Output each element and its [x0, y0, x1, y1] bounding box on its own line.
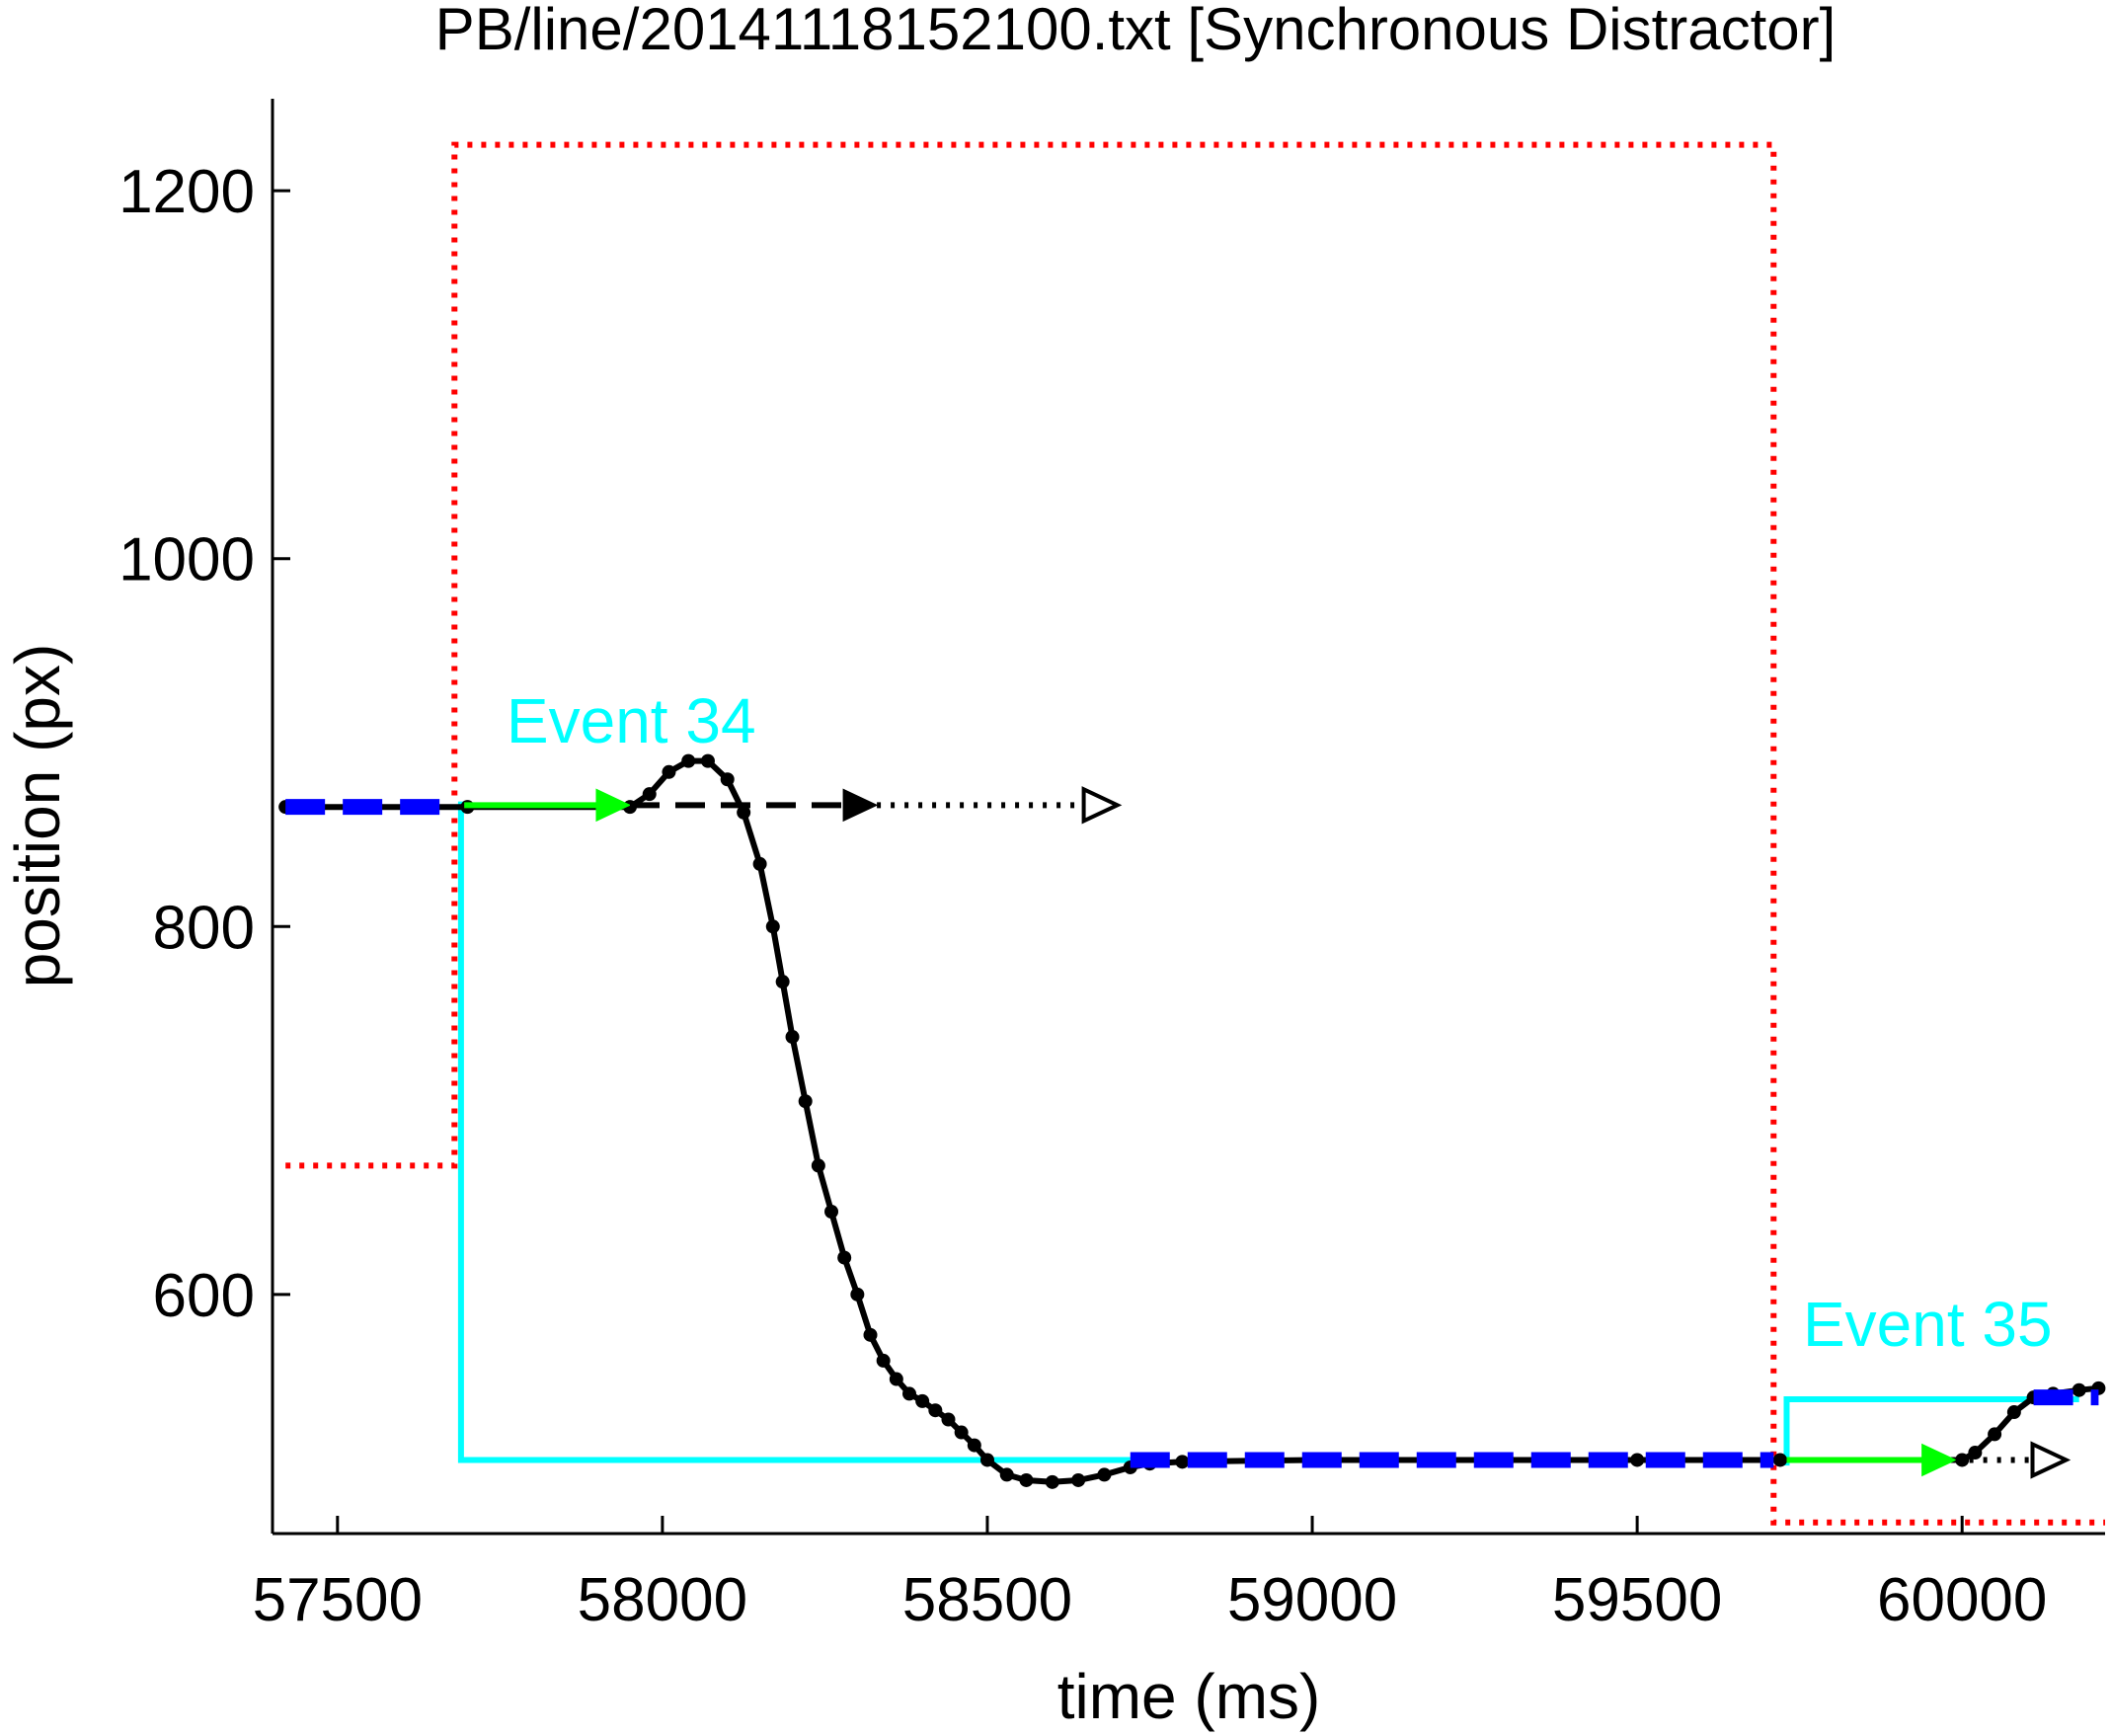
trajectory-point	[775, 975, 790, 989]
x-tick-label: 58000	[578, 1566, 747, 1634]
target-line	[457, 801, 1131, 1463]
dotted-extrapolation-arrow-head	[1081, 786, 1123, 825]
trajectory-point	[2006, 1405, 2021, 1420]
x-tick-label: 57500	[253, 1566, 423, 1634]
y-tick-label: 1200	[118, 158, 255, 226]
y-ticks: 600 800 1000 1200	[118, 158, 290, 1330]
trajectory-point	[889, 1372, 903, 1386]
trajectory-point	[700, 753, 715, 768]
distractor-window-layer	[285, 141, 2105, 1526]
trajectory-point	[979, 1453, 994, 1467]
trajectory-point	[752, 856, 767, 871]
trajectory-point	[1175, 1455, 1190, 1469]
chart-title: PB/line/20141118152100.txt [Synchronous …	[435, 0, 1837, 62]
x-tick-label: 60000	[1877, 1566, 2047, 1634]
dashed-extrapolation-arrow-head	[842, 788, 879, 823]
dotted-extrapolation-arrow-head	[2030, 1441, 2072, 1479]
y-axis-title: position (px)	[2, 644, 73, 988]
trajectory-point	[2072, 1382, 2086, 1397]
distractor-window-line	[285, 141, 2105, 1526]
x-tick-label: 59000	[1227, 1566, 1397, 1634]
trajectory-point	[1988, 1427, 2002, 1442]
trajectory-point	[837, 1250, 852, 1265]
annotations: Event 34 Event 35	[507, 685, 2053, 1360]
trajectory-point	[863, 1327, 878, 1342]
x-ticks: 57500 58000 58500 59000 59500 60000	[253, 1516, 2047, 1634]
trajectory-point	[1955, 1453, 1970, 1467]
trajectory-point	[954, 1425, 969, 1440]
event-label: Event 35	[1803, 1289, 2053, 1360]
prediction-layer	[464, 786, 2072, 1479]
trajectory-point	[999, 1467, 1014, 1482]
trajectory-layer	[278, 753, 2106, 1489]
trajectory-point	[941, 1412, 956, 1427]
x-axis-title: time (ms)	[1057, 1661, 1321, 1732]
trajectory-point	[1071, 1472, 1086, 1487]
x-tick-label: 58500	[902, 1566, 1072, 1634]
fixation-layer	[285, 799, 2099, 1468]
trajectory-point	[1019, 1472, 1034, 1487]
plot-area	[278, 141, 2106, 1526]
trajectory-point	[928, 1403, 943, 1418]
trajectory-point	[1630, 1453, 1645, 1467]
trajectory-point	[824, 1205, 839, 1220]
trajectory-point	[1772, 1453, 1787, 1467]
trajectory-point	[915, 1393, 930, 1408]
trajectory-point	[811, 1158, 825, 1173]
target-line	[1783, 1396, 2079, 1466]
trajectory-point	[876, 1353, 891, 1368]
trajectory-point	[662, 764, 676, 779]
axes: 57500 58000 58500 59000 59500 60000 600 800 100…	[118, 99, 2105, 1634]
y-tick-label: 600	[153, 1262, 255, 1330]
trajectory-point	[765, 919, 780, 934]
trajectory-point	[1097, 1467, 1112, 1482]
trajectory-point	[1968, 1446, 1983, 1460]
y-tick-label: 800	[153, 894, 255, 962]
trajectory-point	[737, 805, 751, 820]
event-label: Event 34	[507, 685, 756, 756]
trajectory-point	[681, 753, 696, 768]
trajectory-point	[901, 1386, 916, 1401]
trajectory-point	[720, 772, 735, 787]
trajectory-point	[850, 1287, 865, 1302]
prediction-arrow-head	[595, 788, 632, 823]
prediction-arrow-head	[1921, 1443, 1957, 1477]
trajectory-point	[798, 1094, 813, 1109]
trajectory-point	[642, 787, 657, 802]
trajectory-line	[285, 757, 2099, 1485]
trajectory-point	[967, 1438, 981, 1453]
trajectory-point	[1045, 1474, 1059, 1489]
x-tick-label: 59500	[1552, 1566, 1722, 1634]
y-tick-label: 1000	[118, 526, 255, 594]
target-layer	[457, 801, 2079, 1466]
trajectory-point	[785, 1030, 800, 1045]
